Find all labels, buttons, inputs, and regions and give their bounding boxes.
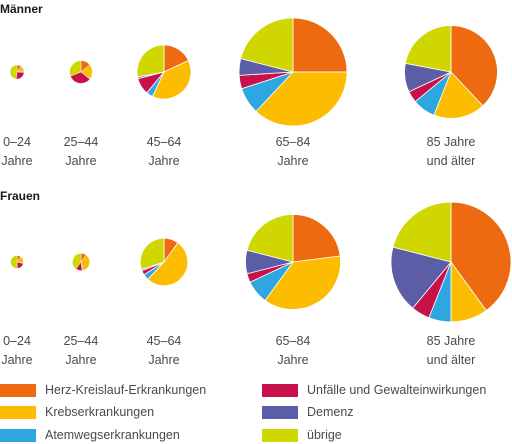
- slice-herz-kreislauf-erkrankungen: [292, 17, 348, 73]
- legend-label-herz-kreislauf: Herz-Kreislauf-Erkrankungen: [45, 383, 207, 397]
- legend-item-krebs: Krebserkrankungen: [0, 404, 154, 420]
- pie-maenner-5: [404, 25, 498, 119]
- pie-frauen-2: [72, 253, 90, 271]
- legend-label-demenz: Demenz: [307, 405, 354, 419]
- pie-frauen-3: [139, 237, 189, 287]
- legend-swatch-krebs: [0, 405, 36, 419]
- age-label-line1: 25–44: [64, 135, 99, 149]
- legend-swatch-unfaelle: [262, 383, 298, 397]
- slice-krebserkrankungen: [433, 71, 484, 119]
- age-label-line1: 0–24: [3, 135, 31, 149]
- pie-maenner-4: [238, 17, 348, 127]
- legend-item-uebrige: übrige: [262, 427, 342, 443]
- age-label-line1: 85 Jahre: [427, 135, 476, 149]
- slice-herz-kreislauf-erkrankungen: [450, 201, 512, 312]
- pie-frauen-4: [245, 214, 341, 310]
- legend-item-demenz: Demenz: [262, 404, 354, 420]
- legend-label-krebs: Krebserkrankungen: [45, 405, 155, 419]
- age-label-line1: 25–44: [64, 334, 99, 348]
- group-title-maenner: Männer: [0, 2, 43, 16]
- legend: Herz-Kreislauf-Erkrankungen Unfälle und …: [0, 380, 512, 444]
- age-label-line1: 45–64: [147, 334, 182, 348]
- legend-item-unfaelle: Unfälle und Gewalteinwirkungen: [262, 382, 486, 398]
- age-label-line1: 85 Jahre: [427, 334, 476, 348]
- legend-swatch-atemweg: [0, 428, 36, 442]
- legend-label-atemweg: Atemwegserkrankungen: [45, 428, 180, 442]
- pie-maenner-3: [136, 44, 192, 100]
- slice-uebrige: [72, 253, 82, 270]
- slice-uebrige: [136, 44, 165, 78]
- slice-uebrige: [392, 201, 452, 263]
- pie-maenner-2: [69, 60, 93, 84]
- age-label-line2: Jahre: [277, 154, 308, 168]
- pie-chart-grid: Männer 0–24 Jahre 25–44 Jahre 45–64 Jahre 65–84…: [0, 2, 512, 367]
- legend-swatch-demenz: [262, 405, 298, 419]
- legend-label-uebrige: übrige: [307, 428, 342, 442]
- age-label-line1: 0–24: [3, 334, 31, 348]
- age-label-line2: Jahre: [277, 353, 308, 367]
- age-label-line2: Jahre: [65, 353, 96, 367]
- age-label-line1: 65–84: [276, 135, 311, 149]
- pie-maenner-1: [9, 64, 25, 80]
- legend-item-atemweg: Atemwegserkrankungen: [0, 427, 180, 443]
- slice-krebserkrankungen: [255, 71, 348, 127]
- slice-uebrige: [9, 64, 18, 80]
- slice-krebserkrankungen: [147, 242, 189, 287]
- slice-uebrige: [10, 255, 18, 269]
- slice-herz-kreislauf-erkrankungen: [292, 214, 341, 263]
- slice-uebrige: [69, 60, 82, 77]
- age-label-line2: und älter: [427, 154, 476, 168]
- slice-unfaelle-und-gewalteinwirkungen: [70, 71, 91, 84]
- legend-item-herz-kreislauf: Herz-Kreislauf-Erkrankungen: [0, 382, 206, 398]
- age-label-line1: 65–84: [276, 334, 311, 348]
- slice-demenz: [390, 246, 452, 309]
- age-label-line1: 45–64: [147, 135, 182, 149]
- group-title-frauen: Frauen: [0, 189, 40, 203]
- slice-unfaelle-und-gewalteinwirkungen: [15, 71, 25, 80]
- slice-krebserkrankungen: [264, 255, 341, 310]
- slice-uebrige: [404, 25, 452, 73]
- slice-uebrige: [139, 237, 165, 270]
- age-label-line2: Jahre: [1, 154, 32, 168]
- slice-krebserkrankungen: [151, 59, 192, 100]
- slice-uebrige: [246, 214, 294, 263]
- age-label-line2: Jahre: [1, 353, 32, 367]
- pie-frauen-1: [10, 255, 24, 269]
- pie-frauen-5: [390, 201, 512, 323]
- legend-swatch-herz-kreislauf: [0, 383, 36, 397]
- legend-swatch-uebrige: [262, 428, 298, 442]
- age-label-line2: Jahre: [148, 154, 179, 168]
- age-label-line2: Jahre: [148, 353, 179, 367]
- age-label-line2: Jahre: [65, 154, 96, 168]
- legend-label-unfaelle: Unfälle und Gewalteinwirkungen: [307, 383, 487, 397]
- slice-uebrige: [240, 17, 294, 73]
- age-label-line2: und älter: [427, 353, 476, 367]
- slice-herz-kreislauf-erkrankungen: [450, 25, 498, 107]
